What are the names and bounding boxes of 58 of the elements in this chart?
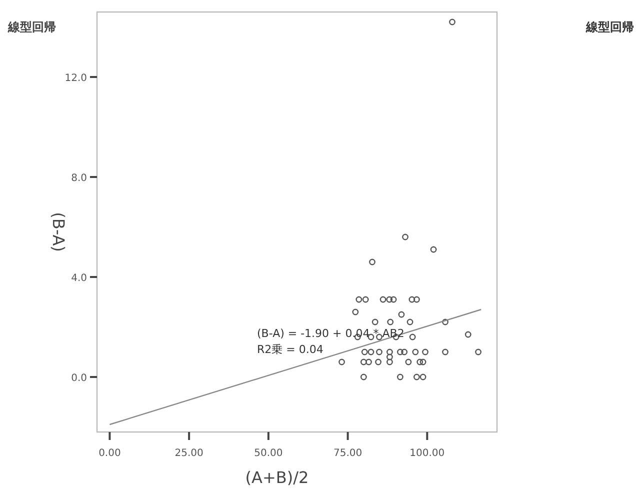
point bbox=[442, 318, 448, 326]
point bbox=[369, 258, 376, 266]
point bbox=[402, 234, 408, 240]
annotation: (B-A) = -1.90 + 0.04 * AB2 bbox=[257, 327, 404, 340]
point bbox=[420, 374, 426, 380]
point bbox=[413, 296, 420, 303]
point bbox=[386, 358, 393, 366]
point bbox=[475, 348, 482, 356]
point bbox=[409, 334, 416, 340]
point bbox=[372, 318, 378, 326]
y-tick-label: 4.0 bbox=[71, 273, 87, 284]
point bbox=[338, 358, 345, 366]
x-tick-label: 75.00 bbox=[333, 448, 362, 459]
point bbox=[430, 246, 437, 253]
point bbox=[380, 296, 386, 303]
point bbox=[366, 358, 372, 366]
y-tick-label: 0.0 bbox=[71, 373, 87, 384]
point bbox=[356, 296, 362, 303]
point bbox=[360, 374, 367, 380]
y-tick-label: 8.0 bbox=[71, 173, 87, 184]
point bbox=[408, 296, 416, 303]
point bbox=[390, 296, 397, 303]
point bbox=[401, 348, 408, 356]
point bbox=[405, 358, 412, 366]
text: 線型回帰 bbox=[7, 20, 56, 34]
point bbox=[464, 331, 472, 338]
point bbox=[386, 296, 393, 303]
point bbox=[376, 334, 382, 340]
point bbox=[386, 348, 393, 356]
point bbox=[396, 348, 404, 356]
point bbox=[386, 354, 393, 360]
x-tick-label: 25.00 bbox=[174, 448, 204, 459]
point bbox=[376, 348, 382, 356]
y-axis-title: (B-A) bbox=[49, 212, 68, 252]
annotation: R2乗 = 0.04 bbox=[257, 343, 324, 356]
point bbox=[413, 374, 420, 380]
point bbox=[442, 348, 448, 356]
x-tick-label: 100.00 bbox=[410, 448, 445, 459]
text: 線型回帰 bbox=[585, 20, 634, 34]
point bbox=[420, 358, 426, 366]
point bbox=[398, 311, 405, 318]
x-tick-label: 0.00 bbox=[98, 448, 121, 459]
x-tick-label: 50.00 bbox=[254, 448, 283, 459]
point bbox=[368, 348, 374, 356]
point bbox=[360, 358, 367, 366]
point bbox=[396, 374, 404, 380]
point bbox=[416, 358, 424, 366]
point bbox=[352, 308, 359, 316]
point bbox=[406, 318, 414, 326]
point bbox=[387, 318, 394, 326]
point bbox=[422, 348, 428, 356]
point bbox=[449, 18, 456, 26]
x-axis-title: (A+B)/2 bbox=[245, 468, 309, 487]
point bbox=[361, 348, 368, 356]
y-tick-label: 12.0 bbox=[64, 73, 87, 84]
point bbox=[375, 358, 382, 366]
point bbox=[362, 296, 369, 303]
point bbox=[412, 348, 419, 356]
